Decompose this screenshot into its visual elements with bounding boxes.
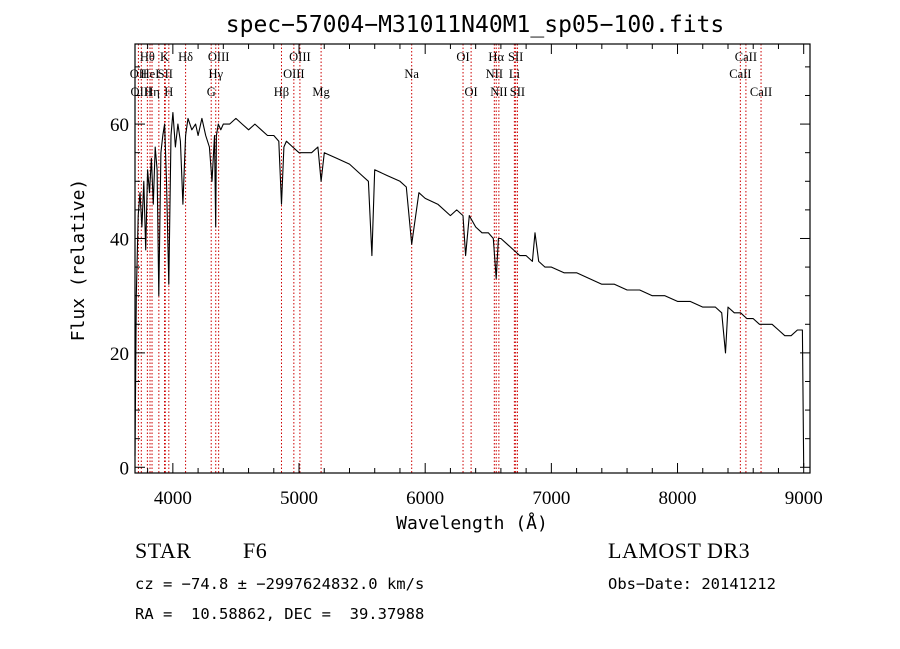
object-class: STAR (135, 538, 192, 563)
line-marker-label: Li (509, 67, 521, 81)
y-tick-label: 60 (110, 115, 129, 136)
line-marker-label: SII (508, 50, 523, 64)
redshift-text: cz = −74.8 ± −2997624832.0 km/s (135, 575, 425, 593)
x-tick-label: 7000 (532, 488, 570, 509)
chart-title: spec−57004−M31011N40M1_sp05−100.fits (226, 12, 725, 38)
line-marker-label: G (207, 85, 216, 99)
line-marker-label: Hγ (208, 67, 223, 81)
line-marker-label: H (164, 85, 173, 99)
x-tick-label: 5000 (280, 488, 318, 509)
line-marker-label: Hη (144, 85, 160, 99)
line-marker-label: SII (510, 85, 525, 99)
y-tick-label: 40 (110, 229, 129, 250)
line-marker-label: HeI (141, 67, 160, 81)
emission-line-markers (137, 44, 762, 473)
x-axis-label: Wavelength (Å) (396, 512, 548, 534)
y-tick-label: 20 (110, 344, 129, 365)
line-marker-label: OI (456, 50, 469, 64)
line-marker-label: OIII (283, 67, 305, 81)
line-marker-label: Hδ (178, 50, 193, 64)
x-tick-label: 9000 (785, 488, 823, 509)
line-marker-label: NII (486, 67, 503, 81)
line-marker-label: OI (465, 85, 478, 99)
line-marker-label: K (160, 50, 169, 64)
object-subclass: F6 (243, 538, 268, 563)
emission-line-labels: OIIOIIIHθHeIHηKSIIHHδGHγOIIIHβOIIIOIIIMg… (130, 50, 772, 99)
x-tick-label: 4000 (154, 488, 192, 509)
x-tick-label: 8000 (659, 488, 697, 509)
line-marker-label: Hβ (274, 85, 289, 99)
line-marker-label: CaII (729, 67, 751, 81)
line-marker-label: Na (404, 67, 419, 81)
line-marker-label: CaII (735, 50, 757, 64)
y-axis-label: Flux (relative) (68, 179, 89, 342)
axis-ticks: 4000 5000 6000 7000 8000 9000 0 20 40 60 (110, 44, 823, 509)
line-marker-label: Hα (488, 50, 504, 64)
line-marker-label: CaII (750, 85, 772, 99)
spectrum-line (134, 112, 805, 468)
x-tick-label: 6000 (406, 488, 444, 509)
obs-date-text: Obs−Date: 20141212 (608, 575, 776, 593)
coordinates-text: RA = 10.58862, DEC = 39.37988 (135, 605, 425, 623)
line-marker-label: OIII (289, 50, 311, 64)
line-marker-label: SII (158, 67, 173, 81)
line-marker-label: NII (490, 85, 507, 99)
survey-name: LAMOST DR3 (608, 538, 751, 563)
y-tick-label: 0 (120, 458, 130, 479)
line-marker-label: OII (130, 67, 147, 81)
line-marker-label: OIII (208, 50, 230, 64)
plot-frame (134, 43, 811, 474)
line-marker-label: Mg (312, 85, 330, 99)
line-marker-label: Hθ (140, 50, 155, 64)
